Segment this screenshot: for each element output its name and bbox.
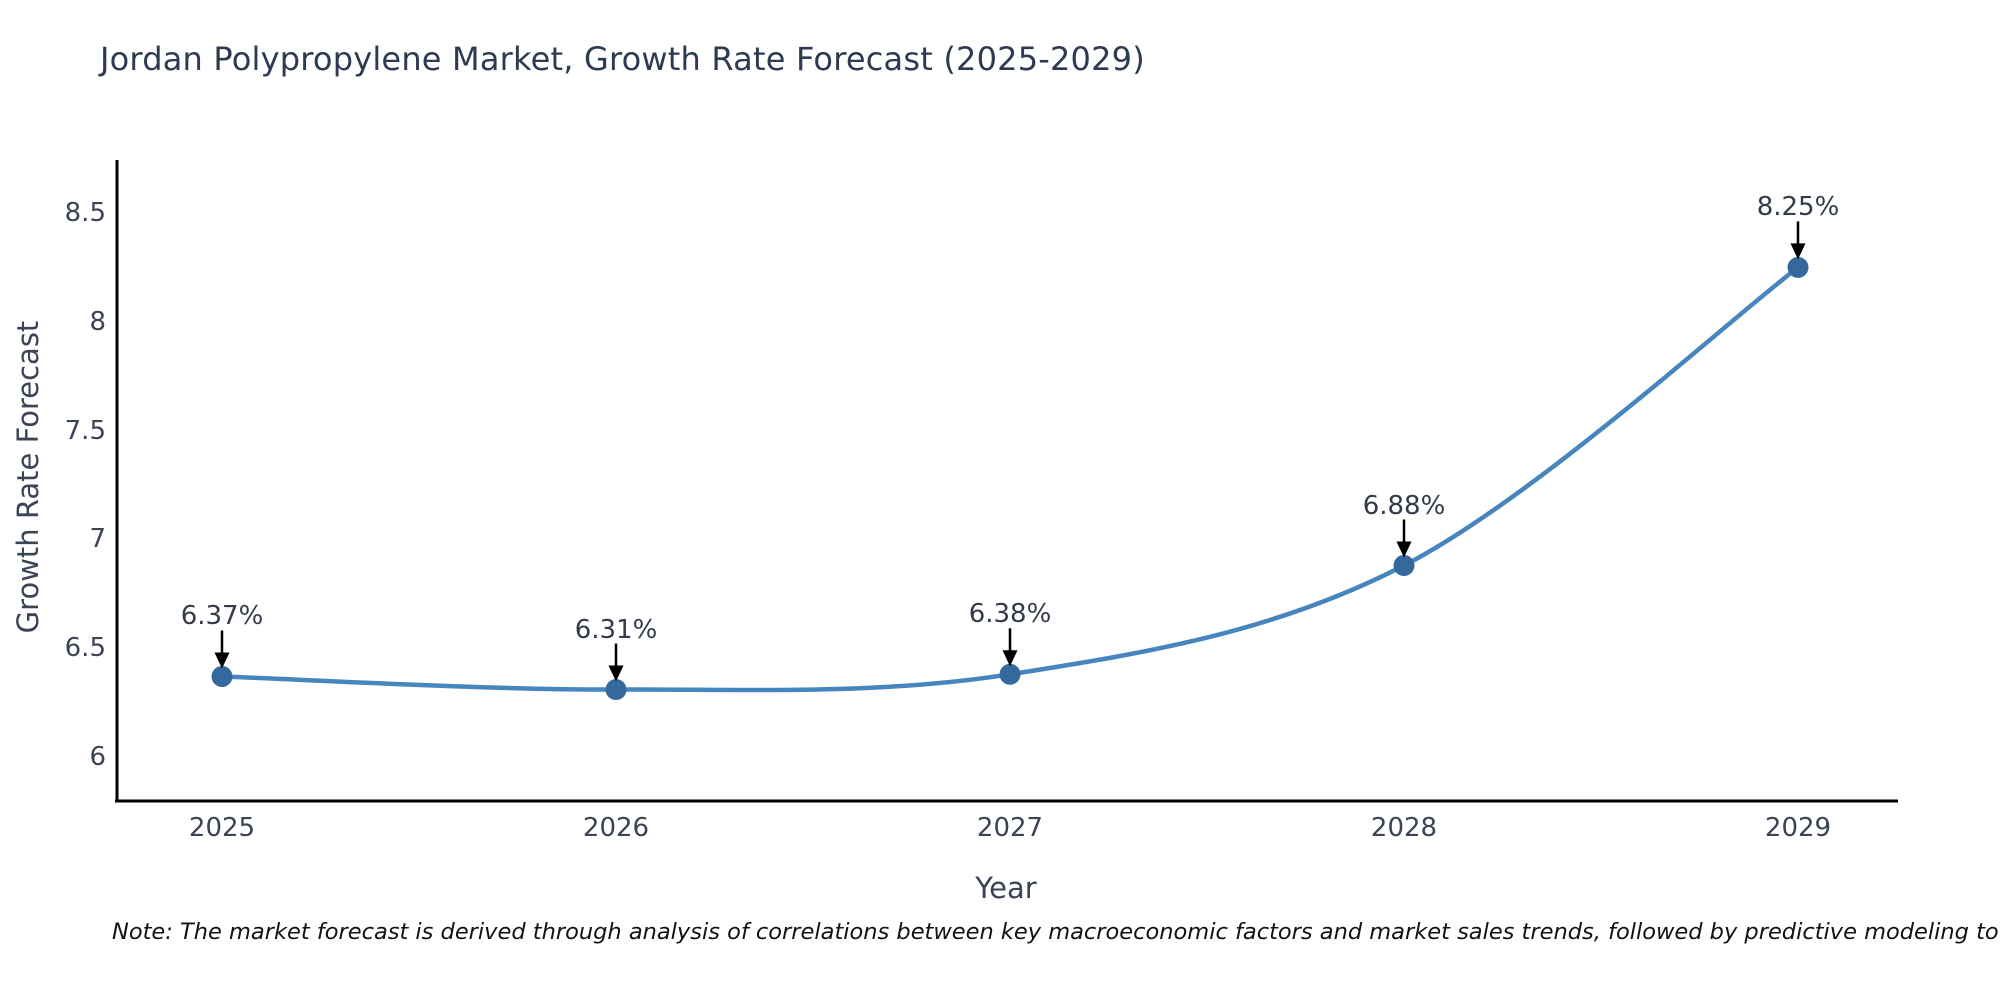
data-point-marker xyxy=(605,679,627,701)
chart-footnote: Note: The market forecast is derived thr… xyxy=(112,919,2000,945)
annotation-arrow-head xyxy=(608,665,624,682)
x-tick-label: 2026 xyxy=(582,813,650,843)
point-value-label: 6.88% xyxy=(1362,490,1446,521)
data-point-marker xyxy=(1393,555,1415,577)
point-value-label: 6.37% xyxy=(180,601,264,632)
y-tick-label: 7.5 xyxy=(64,415,106,446)
x-axis-title: Year xyxy=(975,871,1037,905)
annotation-arrow-head xyxy=(1396,541,1412,558)
y-tick-label: 7 xyxy=(89,524,106,555)
x-tick-label: 2029 xyxy=(1764,813,1832,843)
y-tick-label: 6.5 xyxy=(64,633,106,664)
x-tick-label: 2025 xyxy=(188,813,256,843)
x-tick-label: 2028 xyxy=(1370,813,1438,843)
y-axis-title: Growth Rate Forecast xyxy=(11,320,45,634)
data-point-marker xyxy=(999,663,1021,685)
chart-title: Jordan Polypropylene Market, Growth Rate… xyxy=(100,40,1145,78)
y-tick-label: 8.5 xyxy=(64,198,106,228)
point-value-label: 6.31% xyxy=(574,614,658,645)
annotation-arrow-head xyxy=(1790,243,1806,260)
point-value-label: 6.38% xyxy=(968,599,1052,630)
annotation-arrow-head xyxy=(214,652,230,669)
y-tick-label: 6 xyxy=(89,742,106,772)
point-value-label: 8.25% xyxy=(1756,192,1840,223)
y-tick-label: 8 xyxy=(89,306,106,337)
forecast-line xyxy=(219,265,1801,693)
x-tick-label: 2027 xyxy=(976,813,1044,843)
annotation-arrow-head xyxy=(1002,650,1018,667)
data-point-marker xyxy=(211,665,233,687)
data-point-marker xyxy=(1787,256,1809,278)
